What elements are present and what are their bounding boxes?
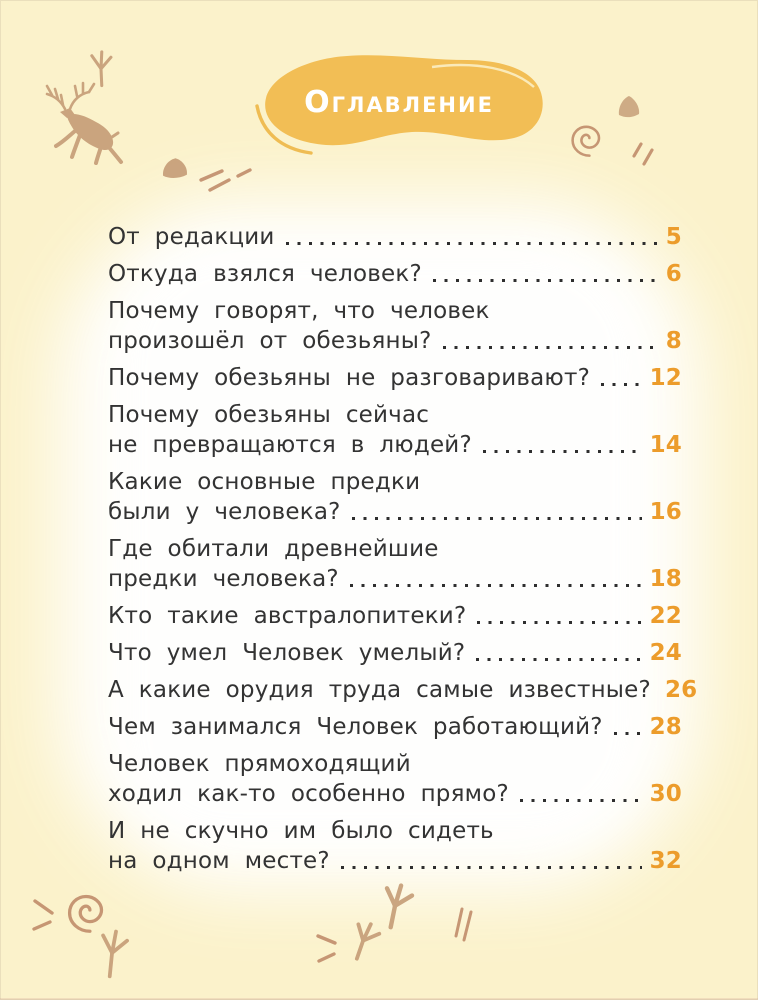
bird-track-icon <box>340 915 387 967</box>
dot-leader <box>472 601 642 631</box>
bird-track-icon <box>93 924 132 982</box>
toc-entry-text: ходил как-то особенно прямо? <box>108 781 509 807</box>
dot-leader <box>427 259 658 289</box>
dot-leader <box>437 326 658 356</box>
dot-leader <box>344 564 642 594</box>
toc-entry-line: не превращаются в людей? 14 <box>108 430 682 460</box>
toc-entry-text: произошёл от обезьяны? <box>108 328 432 354</box>
toc-entry-line: Кто такие австралопитеки? 22 <box>108 601 682 631</box>
toc-entry-text: Что умел Человек умелый? <box>108 640 466 666</box>
toc-page-number: 18 <box>649 566 682 592</box>
toc-entry-text: на одном месте? <box>108 848 330 874</box>
title-banner: Оглавление <box>248 46 556 168</box>
dot-leader <box>280 222 658 252</box>
toc-entry: А какие орудия труда самые известные? 26 <box>108 675 697 705</box>
toc-entry-text: Почему обезьяны сейчас <box>108 402 430 428</box>
toc-entry-line: Почему обезьяны сейчас <box>108 400 682 430</box>
toc-list: От редакции 5 Откуда взялся человек? 6 Почем… <box>108 222 697 883</box>
toc-entry-line: Чем занимался Человек работающий? 28 <box>108 712 682 742</box>
toc-entry: Почему говорят, что человек произошёл от … <box>108 296 682 356</box>
toc-entry-text: были у человека? <box>108 499 341 525</box>
toc-entry-line: на одном месте? 32 <box>108 846 682 876</box>
toc-entry-line: Что умел Человек умелый? 24 <box>108 638 682 668</box>
title-blob-shape <box>255 55 543 155</box>
toc-entry: Откуда взялся человек? 6 <box>108 259 682 289</box>
small-rock-icon <box>616 92 642 120</box>
toc-page-number: 24 <box>649 640 682 666</box>
toc-entry-line: Какие основные предки <box>108 467 682 497</box>
toc-page-number: 14 <box>649 432 682 458</box>
angle-dash-icon <box>314 930 342 966</box>
toc-entry: Что умел Человек умелый? 24 <box>108 638 682 668</box>
toc-entry-text: Какие основные предки <box>108 469 421 495</box>
toc-entry: Где обитали древнейшие предки человека? 18 <box>108 534 682 594</box>
deer-cave-drawing-icon <box>38 74 130 166</box>
page-title: Оглавление <box>304 85 494 120</box>
toc-entry: И не скучно им было сидеть на одном месте… <box>108 816 682 876</box>
dot-leader <box>596 363 642 393</box>
toc-entry-line: Где обитали древнейшие <box>108 534 682 564</box>
dot-leader <box>335 846 642 876</box>
toc-entry: Кто такие австралопитеки? 22 <box>108 601 682 631</box>
dot-leader <box>477 430 642 460</box>
toc-entry: От редакции 5 <box>108 222 682 252</box>
toc-entry: Человек прямоходящий ходил как-то особенн… <box>108 749 682 809</box>
toc-entry: Почему обезьяны сейчас не превращаются в … <box>108 400 682 460</box>
toc-entry-line: И не скучно им было сидеть <box>108 816 682 846</box>
toc-entry-line: Почему говорят, что человек <box>108 296 682 326</box>
toc-entry-text: А какие орудия труда самые известные? <box>108 677 651 703</box>
toc-entry: Чем занимался Человек работающий? 28 <box>108 712 682 742</box>
toc-entry-line: ходил как-то особенно прямо? 30 <box>108 779 682 809</box>
toc-page-number: 30 <box>649 781 682 807</box>
toc-entry-text: И не скучно им было сидеть <box>108 818 494 844</box>
toc-page-number: 8 <box>665 328 682 354</box>
bird-track-icon <box>88 48 114 88</box>
toc-entry-line: были у человека? 16 <box>108 497 682 527</box>
toc-page-number: 16 <box>649 499 682 525</box>
toc-entry-text: Почему говорят, что человек <box>108 298 490 324</box>
toc-entry-text: От редакции <box>108 224 275 250</box>
toc-entry-text: Почему обезьяны не разговаривают? <box>108 365 590 391</box>
dot-leader <box>608 712 642 742</box>
double-dash-icon <box>629 140 657 170</box>
rock-icon <box>160 155 191 180</box>
slash-strokes-icon <box>197 162 253 194</box>
toc-entry-text: Откуда взялся человек? <box>108 261 422 287</box>
toc-page-number: 32 <box>649 848 682 874</box>
toc-entry-text: Кто такие австралопитеки? <box>108 603 467 629</box>
bird-track-icon <box>374 879 419 934</box>
toc-entry-text: Чем занимался Человек работающий? <box>108 714 603 740</box>
toc-entry-line: произошёл от обезьяны? 8 <box>108 326 682 356</box>
spiral-icon <box>562 114 612 162</box>
toc-entry-line: А какие орудия труда самые известные? 26 <box>108 675 697 705</box>
spiral-icon <box>58 880 116 940</box>
toc-page-number: 6 <box>665 261 682 287</box>
toc-entry-line: Откуда взялся человек? 6 <box>108 259 682 289</box>
toc-entry-text: Где обитали древнейшие <box>108 536 439 562</box>
toc-page-number: 22 <box>649 603 682 629</box>
dot-leader <box>514 779 642 809</box>
dot-leader <box>471 638 642 668</box>
toc-entry-text: не превращаются в людей? <box>108 432 472 458</box>
toc-page-number: 5 <box>665 224 682 250</box>
toc-entry-line: Почему обезьяны не разговаривают? 12 <box>108 363 682 393</box>
toc-entry-text: Человек прямоходящий <box>108 751 411 777</box>
toc-page-number: 28 <box>649 714 682 740</box>
toc-entry: Какие основные предки были у человека? 16 <box>108 467 682 527</box>
toc-entry-line: предки человека? 18 <box>108 564 682 594</box>
angle-dash-icon <box>30 896 58 936</box>
dot-leader <box>346 497 642 527</box>
toc-entry: Почему обезьяны не разговаривают? 12 <box>108 363 682 393</box>
toc-entry-text: предки человека? <box>108 566 339 592</box>
toc-entry-line: От редакции 5 <box>108 222 682 252</box>
toc-page-number: 26 <box>664 677 698 703</box>
toc-page-number: 12 <box>649 365 682 391</box>
toc-entry-line: Человек прямоходящий <box>108 749 682 779</box>
double-dash-icon <box>450 904 480 944</box>
